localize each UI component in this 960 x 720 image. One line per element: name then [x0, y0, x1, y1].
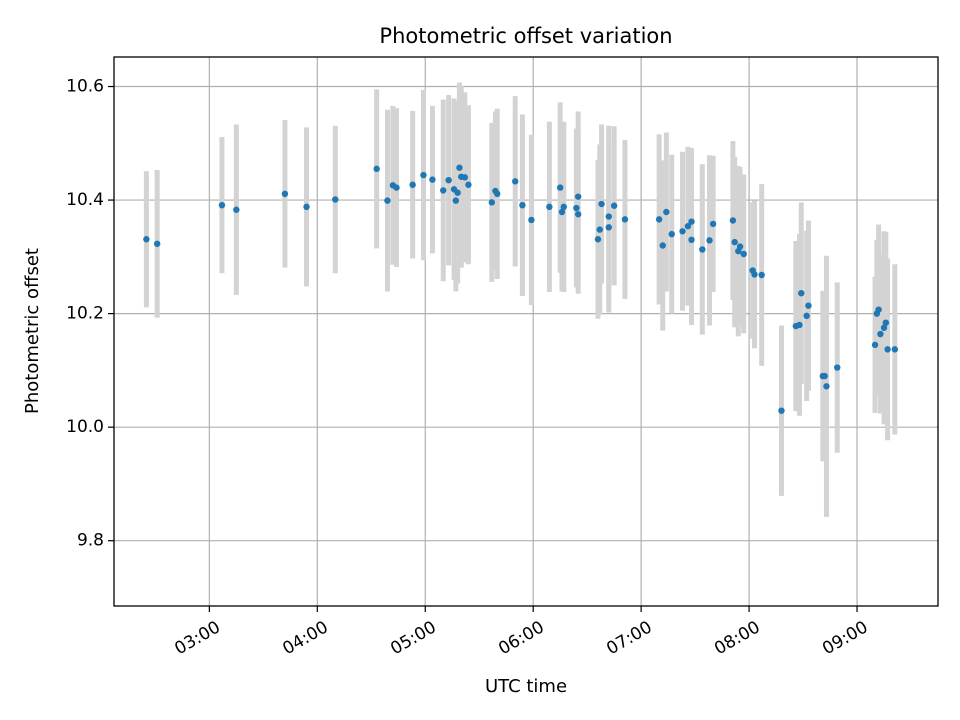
- data-point: [679, 228, 686, 235]
- data-point: [445, 176, 452, 184]
- data-point: [663, 208, 670, 216]
- data-point: [465, 181, 472, 188]
- data-point: [512, 178, 519, 185]
- data-point: [143, 236, 150, 243]
- data-point: [805, 302, 812, 309]
- data-point: [605, 213, 612, 220]
- data-point: [393, 184, 400, 191]
- data-point: [574, 193, 582, 200]
- data-point: [560, 203, 567, 211]
- chart-title: Photometric offset variation: [379, 24, 672, 48]
- data-point: [740, 250, 747, 258]
- data-point: [281, 190, 289, 198]
- data-point: [420, 171, 427, 179]
- data-point: [610, 202, 618, 209]
- data-point: [528, 216, 535, 224]
- data-point: [882, 319, 890, 326]
- data-point: [823, 383, 830, 390]
- data-point: [332, 196, 339, 203]
- data-point: [218, 201, 226, 209]
- y-tick-label: 10.0: [66, 417, 104, 437]
- data-point: [384, 197, 391, 204]
- data-point: [573, 204, 580, 212]
- data-point: [758, 271, 765, 279]
- data-points: [143, 164, 899, 414]
- data-point: [875, 306, 882, 313]
- data-point: [519, 201, 526, 209]
- data-point: [153, 240, 161, 247]
- data-point: [605, 224, 612, 231]
- data-point: [440, 187, 447, 194]
- data-point: [659, 242, 666, 249]
- data-point: [574, 211, 582, 218]
- data-point: [736, 243, 744, 250]
- data-point: [429, 176, 436, 183]
- data-point: [558, 208, 566, 216]
- data-point: [688, 218, 695, 225]
- data-point: [488, 199, 496, 206]
- data-point: [461, 174, 469, 181]
- data-point: [655, 216, 663, 223]
- data-point: [594, 236, 602, 243]
- data-point: [621, 216, 629, 223]
- y-tick-label: 10.2: [66, 304, 104, 324]
- y-axis-label: Photometric offset: [22, 248, 43, 414]
- y-tick-label: 10.4: [66, 190, 104, 210]
- data-point: [546, 203, 553, 211]
- data-point: [409, 181, 416, 188]
- data-point: [303, 203, 310, 211]
- data-point: [709, 220, 717, 228]
- data-point: [803, 312, 810, 320]
- data-point: [494, 190, 501, 198]
- data-point: [556, 184, 564, 191]
- data-point: [796, 321, 803, 329]
- data-point: [821, 372, 828, 380]
- y-tick-label: 9.8: [77, 531, 104, 551]
- data-point: [456, 164, 463, 171]
- data-point: [373, 165, 380, 173]
- data-point: [668, 230, 675, 238]
- data-point: [684, 222, 692, 230]
- data-point: [452, 197, 460, 204]
- data-point: [880, 324, 888, 332]
- data-point: [699, 246, 706, 253]
- data-point: [454, 189, 461, 196]
- data-point: [751, 271, 758, 278]
- data-point: [778, 407, 785, 414]
- data-point: [877, 330, 884, 338]
- data-point: [731, 238, 738, 246]
- data-point: [729, 217, 737, 224]
- data-point: [891, 346, 899, 353]
- x-axis-label: UTC time: [485, 676, 567, 697]
- data-point: [688, 236, 695, 244]
- data-point: [598, 200, 605, 208]
- data-point: [596, 226, 603, 233]
- y-tick-label: 10.6: [66, 77, 104, 97]
- data-point: [233, 206, 240, 213]
- plot-frame: [113, 56, 939, 607]
- data-point: [871, 341, 879, 349]
- data-point: [884, 346, 891, 353]
- data-point: [798, 289, 805, 297]
- data-point: [834, 364, 841, 371]
- data-point: [706, 237, 713, 244]
